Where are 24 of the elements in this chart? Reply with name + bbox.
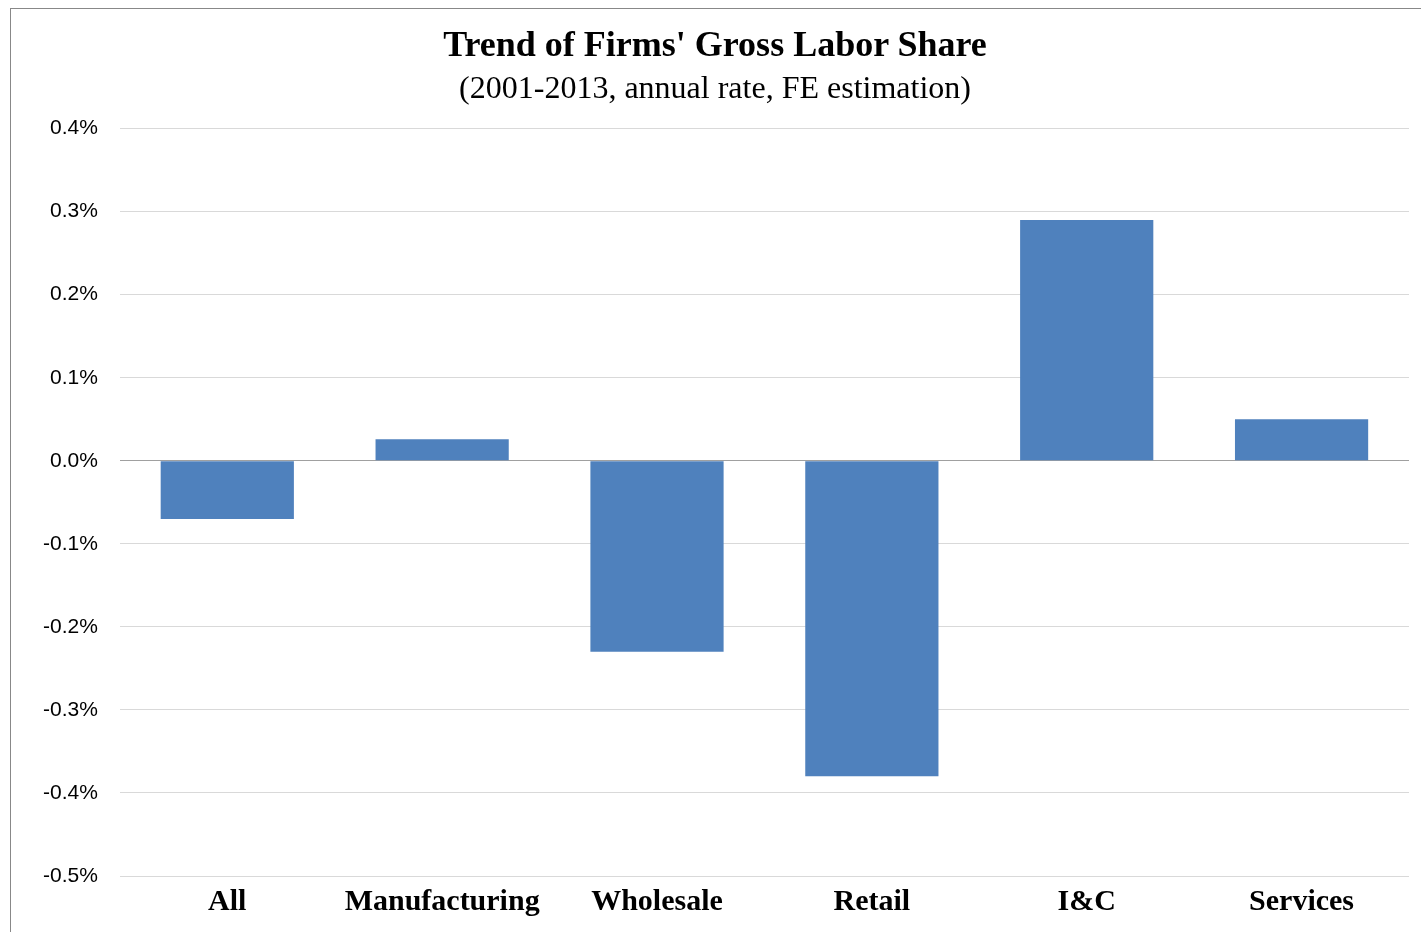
y-tick-label: 0.4%: [49, 115, 98, 139]
x-tick-label: Wholesale: [591, 882, 723, 916]
y-tick-label: 0.1%: [49, 364, 98, 388]
bar: [805, 461, 939, 777]
bar: [375, 439, 509, 461]
bar: [590, 461, 724, 652]
y-tick-label: -0.5%: [43, 862, 98, 886]
bar: [160, 461, 294, 519]
bar: [1234, 419, 1369, 461]
y-tick-label: -0.3%: [43, 696, 98, 720]
y-tick-label: 0.0%: [49, 447, 98, 471]
x-tick-label: All: [208, 882, 247, 916]
y-tick-label: -0.2%: [43, 613, 98, 637]
y-tick-label: -0.4%: [43, 779, 98, 803]
y-tick-label: -0.1%: [43, 530, 98, 554]
x-tick-label: I&C: [1057, 882, 1116, 916]
x-tick-label: Manufacturing: [344, 882, 540, 916]
x-tick-label: Retail: [833, 882, 911, 916]
y-tick-label: 0.3%: [49, 198, 98, 222]
bar: [1020, 219, 1154, 461]
chart-subtitle: (2001-2013, annual rate, FE estimation): [459, 68, 971, 105]
x-tick-label: Services: [1249, 882, 1355, 916]
chart-title: Trend of Firms' Gross Labor Share: [443, 23, 987, 64]
y-tick-label: 0.2%: [49, 281, 98, 305]
